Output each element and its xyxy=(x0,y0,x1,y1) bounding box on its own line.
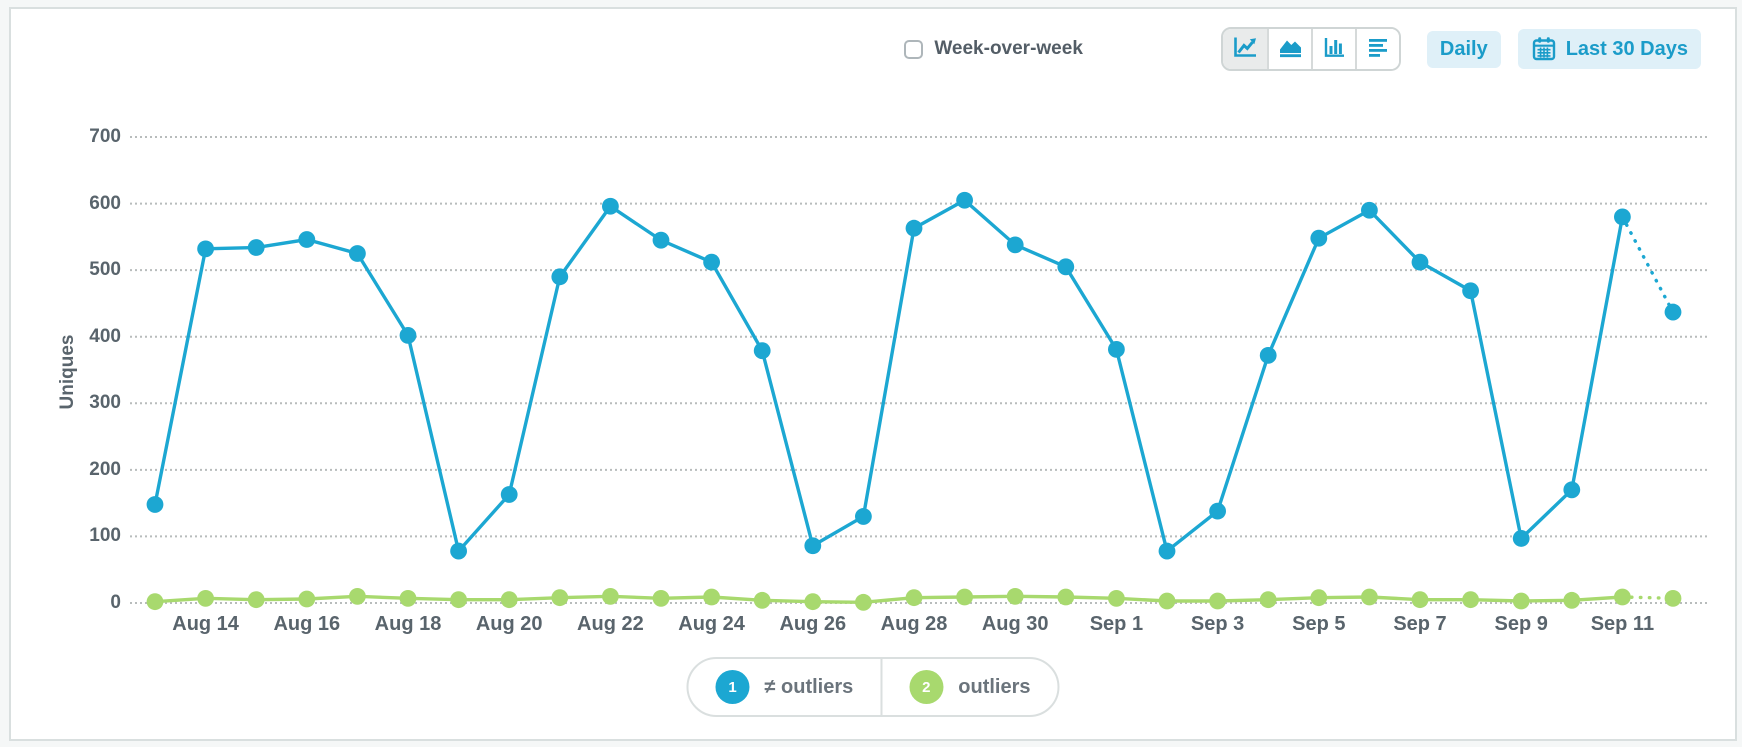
date-range-label: Last 30 Days xyxy=(1565,37,1688,60)
week-over-week-checkbox[interactable] xyxy=(904,39,924,59)
chart-toolbar: Week-over-week xyxy=(904,27,1701,71)
y-tick-label: 400 xyxy=(89,325,121,347)
week-over-week-label: Week-over-week xyxy=(934,38,1083,59)
chart-type-button-group xyxy=(1220,27,1401,71)
x-tick-label: Sep 7 xyxy=(1393,613,1447,635)
x-tick-label: Sep 5 xyxy=(1292,613,1346,635)
y-tick-label: 300 xyxy=(89,392,121,414)
series-2-label: outliers xyxy=(958,675,1031,698)
calendar-icon xyxy=(1531,36,1557,62)
horizontal-bars-icon xyxy=(1364,34,1392,65)
x-tick-label: Sep 9 xyxy=(1494,613,1548,635)
summary-view-button[interactable] xyxy=(1354,29,1399,69)
x-tick-label: Aug 28 xyxy=(880,613,948,635)
x-tick-label: Aug 14 xyxy=(172,613,239,635)
daily-granularity-button[interactable]: Daily xyxy=(1426,30,1501,68)
y-tick-label: 600 xyxy=(89,192,121,214)
x-tick-label: Sep 11 xyxy=(1590,613,1655,635)
daily-button-label: Daily xyxy=(1439,37,1488,60)
y-tick-label: 700 xyxy=(89,126,121,147)
line-chart-button[interactable] xyxy=(1222,29,1267,69)
date-range-button[interactable]: Last 30 Days xyxy=(1517,29,1701,69)
series-1-label: ≠ outliers xyxy=(764,675,854,698)
bar-chart-icon xyxy=(1320,34,1348,65)
line-chart xyxy=(130,136,1708,611)
series-2-badge: 2 xyxy=(909,670,944,704)
series-1-badge: 1 xyxy=(715,670,750,704)
line-chart-icon xyxy=(1231,34,1259,65)
legend-item-outliers[interactable]: 2 outliers xyxy=(880,659,1057,715)
area-chart-icon xyxy=(1276,34,1304,65)
week-over-week-toggle[interactable]: Week-over-week xyxy=(904,38,1083,60)
x-tick-label: Aug 26 xyxy=(779,613,847,635)
area-chart-button[interactable] xyxy=(1266,29,1311,69)
x-tick-label: Aug 30 xyxy=(981,613,1049,635)
x-tick-label: Sep 3 xyxy=(1190,613,1245,635)
legend-item-not-outliers[interactable]: 1 ≠ outliers xyxy=(688,659,880,715)
x-tick-label: Aug 18 xyxy=(374,613,442,635)
chart-legend: 1 ≠ outliers 2 outliers xyxy=(686,657,1060,717)
x-tick-label: Sep 1 xyxy=(1089,613,1144,635)
chart-panel: Week-over-week xyxy=(9,7,1737,741)
bar-chart-button[interactable] xyxy=(1310,29,1355,69)
y-tick-label: 0 xyxy=(110,592,121,613)
x-tick-label: Aug 20 xyxy=(475,613,543,635)
y-axis-title: Uniques xyxy=(57,334,78,410)
y-tick-label: 500 xyxy=(89,259,121,281)
x-tick-label: Aug 16 xyxy=(273,613,341,635)
x-tick-label: Aug 24 xyxy=(678,613,745,635)
y-tick-label: 100 xyxy=(89,525,121,547)
x-tick-label: Aug 22 xyxy=(577,613,644,635)
y-tick-label: 200 xyxy=(89,458,121,480)
